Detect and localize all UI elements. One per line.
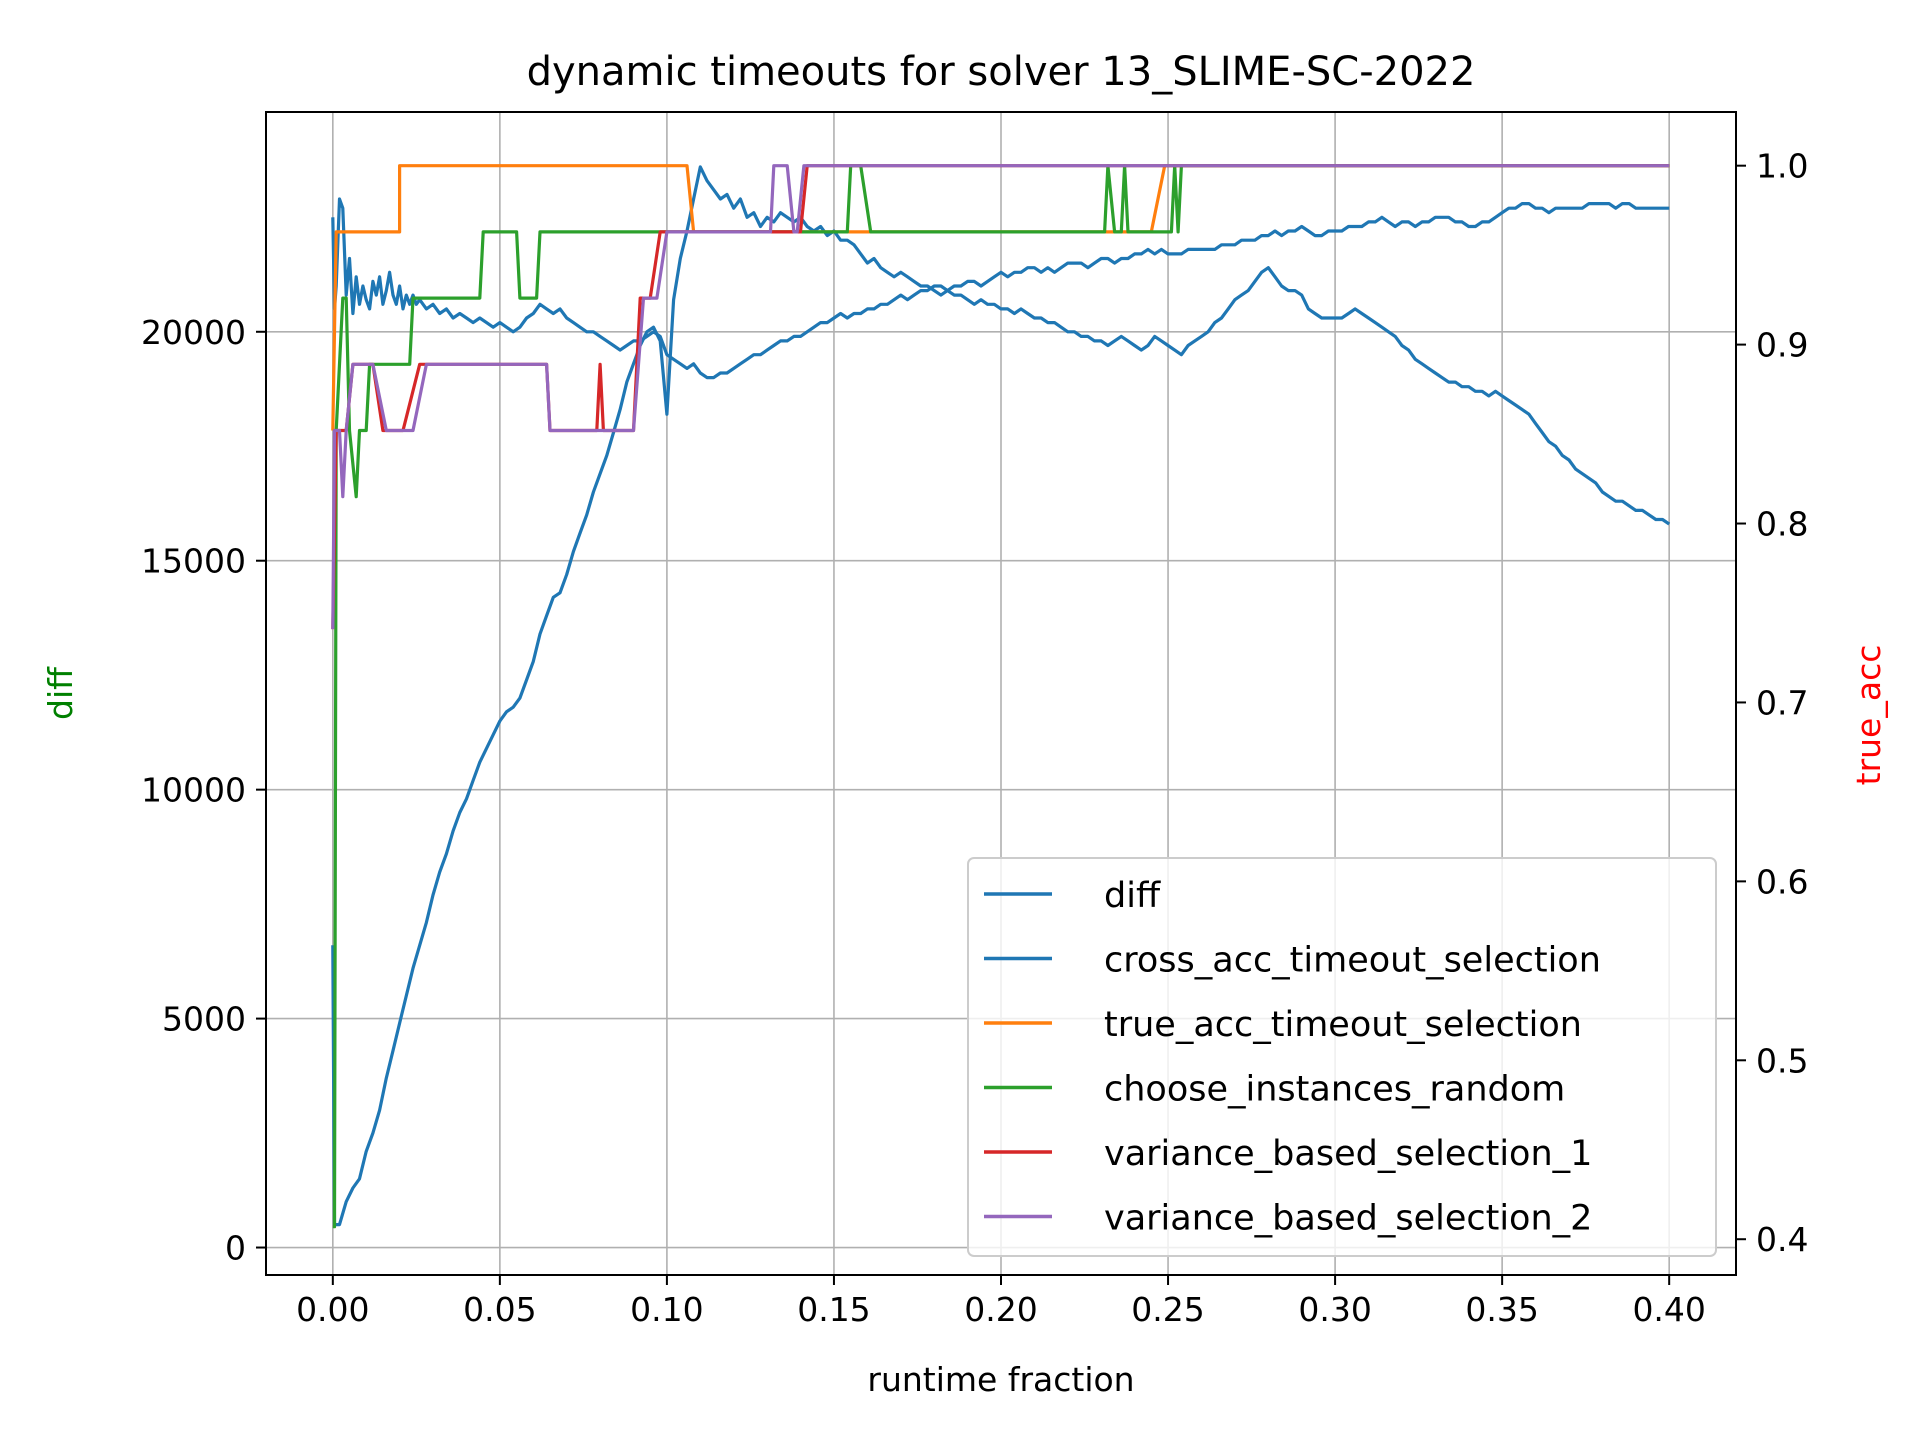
- legend-label: variance_based_selection_2: [1104, 1199, 1592, 1239]
- y-axis-right: 0.4 0.5 0.6 0.7 0.8 0.9 1.0: [1736, 147, 1808, 1259]
- y-axis-left-label: diff: [41, 666, 80, 720]
- y-right-tick-label: 1.0: [1756, 147, 1808, 186]
- x-tick-label: 0.20: [964, 1290, 1037, 1329]
- x-tick-label: 0.15: [797, 1290, 870, 1329]
- x-tick-label: 0.05: [463, 1290, 536, 1329]
- x-tick-label: 0.30: [1298, 1290, 1371, 1329]
- legend: diff cross_acc_timeout_selection true_acc_…: [967, 857, 1717, 1257]
- y-right-tick-label: 0.6: [1756, 862, 1808, 901]
- y-right-tick-label: 0.8: [1756, 505, 1808, 544]
- x-tick-label: 0.25: [1131, 1290, 1204, 1329]
- x-axis-label: runtime fraction: [867, 1360, 1134, 1399]
- y-left-tick-label: 0: [225, 1229, 246, 1268]
- x-axis: 0.00 0.05 0.10 0.15 0.20 0.25 0.30 0.35 0.40: [296, 1275, 1706, 1329]
- legend-box: [967, 857, 1717, 1257]
- y-right-tick-label: 0.7: [1756, 683, 1808, 722]
- legend-label: choose_instances_random: [1104, 1070, 1565, 1110]
- y-left-tick-label: 5000: [162, 1000, 246, 1039]
- y-right-tick-label: 0.5: [1756, 1041, 1808, 1080]
- x-tick-label: 0.00: [296, 1290, 369, 1329]
- legend-label: diff: [1104, 876, 1161, 916]
- series-line-diff: [331, 165, 1671, 1227]
- chart-title: dynamic timeouts for solver 13_SLIME-SC-…: [527, 49, 1476, 95]
- y-left-tick-label: 10000: [141, 771, 246, 810]
- x-tick-label: 0.40: [1632, 1290, 1705, 1329]
- y-axis-left: 0 5000 10000 15000 20000: [141, 313, 266, 1268]
- x-tick-label: 0.35: [1465, 1290, 1538, 1329]
- y-right-tick-label: 0.4: [1756, 1220, 1808, 1259]
- plot-area: [331, 164, 1671, 1229]
- y-left-tick-label: 15000: [141, 542, 246, 581]
- y-right-tick-label: 0.9: [1756, 326, 1808, 365]
- series-line-choose-instances-random: [332, 164, 1670, 1229]
- y-left-tick-label: 20000: [141, 313, 246, 352]
- x-tick-label: 0.10: [630, 1290, 703, 1329]
- legend-label: variance_based_selection_1: [1104, 1134, 1592, 1174]
- legend-label: cross_acc_timeout_selection: [1104, 941, 1601, 981]
- series-line-cross-acc-timeout-selection: [331, 197, 1670, 380]
- series-line-true-acc-timeout-selection: [331, 164, 1670, 431]
- y-axis-right-label: true_acc: [1849, 645, 1888, 786]
- series-line-variance-based-selection-2: [331, 164, 1670, 630]
- legend-label: true_acc_timeout_selection: [1104, 1005, 1582, 1045]
